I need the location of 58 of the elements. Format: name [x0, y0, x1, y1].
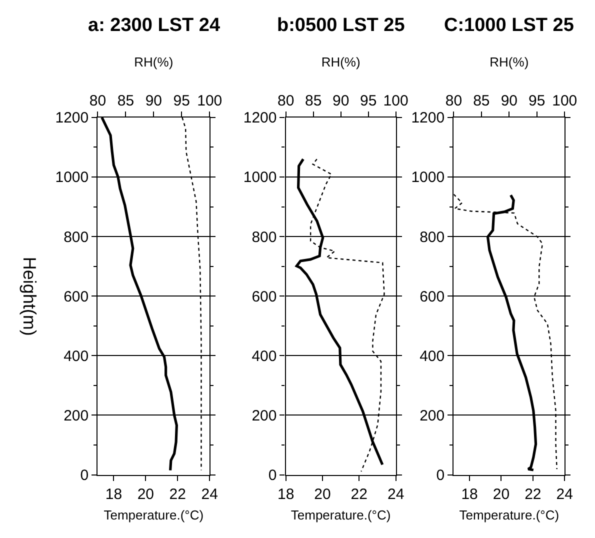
y-tick-label: 800 [252, 228, 277, 246]
x2-tick-label: 85 [473, 92, 490, 110]
y-tick-label: 1000 [411, 169, 445, 186]
y-tick-label: 600 [420, 288, 445, 306]
x2-tick-label: 90 [500, 92, 518, 110]
x2-tick-label: 95 [360, 92, 377, 110]
x-tick-label: 18 [277, 486, 294, 503]
x-tick-label: 20 [314, 486, 331, 503]
x-tick-label: 22 [524, 486, 542, 503]
y-tick-label: 200 [64, 407, 89, 424]
x2-tick-label: 100 [197, 92, 222, 110]
chart-title: C:1000 LST 25 [444, 15, 574, 36]
y-axis-title: Height(m) [19, 256, 40, 336]
y-tick-label: 1200 [243, 110, 277, 127]
x2-tick-label: 80 [445, 92, 462, 110]
x2-tick-label: 95 [173, 92, 190, 110]
y-tick-label: 600 [64, 288, 89, 306]
y-tick-label: 0 [436, 467, 445, 484]
x2-tick-label: 90 [332, 92, 350, 110]
chart-title: b:0500 LST 25 [277, 15, 406, 36]
y-tick-label: 1200 [55, 110, 89, 127]
y-tick-label: 1000 [55, 169, 89, 186]
x2-tick-label: 80 [277, 92, 294, 110]
x2-tick-label: 90 [145, 92, 162, 110]
x-tick-label: 22 [350, 486, 368, 503]
y-tick-label: 400 [252, 348, 277, 365]
x-tick-label: 18 [461, 486, 478, 503]
y-tick-label: 1200 [411, 110, 445, 127]
x2-axis-title: RH(%) [490, 54, 529, 70]
x2-tick-label: 85 [117, 92, 134, 110]
x2-tick-label: 100 [383, 92, 408, 110]
x2-axis-title: RH(%) [134, 54, 174, 70]
x-tick-label: 24 [556, 486, 573, 503]
chart-title: a: 2300 LST 24 [88, 15, 220, 36]
x-axis-title: Temperature.(°C) [104, 507, 204, 522]
y-tick-label: 0 [80, 467, 89, 484]
x-axis-title: Temperature.(°C) [290, 507, 391, 522]
x-tick-label: 22 [169, 486, 186, 503]
x2-tick-label: 85 [304, 92, 322, 110]
y-tick-label: 800 [64, 228, 89, 246]
x-axis-title: Temperature.(°C) [459, 507, 560, 522]
y-tick-label: 200 [252, 407, 277, 424]
x-tick-label: 18 [105, 486, 122, 503]
x2-axis-title: RH(%) [321, 54, 360, 70]
y-tick-label: 0 [268, 467, 277, 484]
y-tick-label: 400 [420, 348, 445, 365]
x-tick-label: 20 [137, 486, 154, 503]
y-tick-label: 1000 [243, 169, 277, 186]
y-tick-label: 600 [252, 288, 277, 306]
x2-tick-label: 80 [89, 92, 106, 110]
y-tick-label: 800 [420, 228, 445, 246]
y-tick-label: 400 [64, 348, 89, 365]
x2-tick-label: 95 [528, 92, 546, 110]
y-tick-label: 200 [420, 407, 445, 424]
x2-tick-label: 100 [552, 92, 578, 110]
x-tick-label: 24 [387, 486, 404, 503]
x-tick-label: 24 [201, 486, 218, 503]
x-tick-label: 20 [492, 486, 510, 503]
